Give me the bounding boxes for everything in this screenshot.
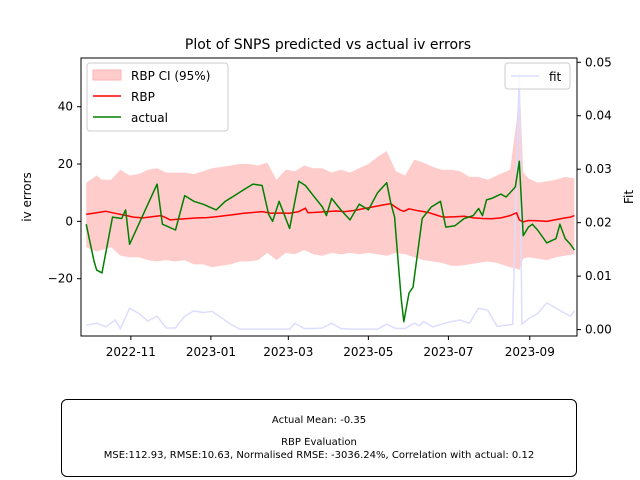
series-line-actual — [85, 160, 576, 323]
y-tick-label: 0 — [65, 214, 73, 228]
ci-band — [86, 80, 575, 271]
y2-tick-label: 0.02 — [585, 216, 612, 230]
series-line-rbp — [86, 202, 575, 223]
y-tick-label: −20 — [48, 272, 73, 286]
legend-left: RBP CI (95%) RBP actual — [86, 62, 229, 132]
chart: Plot of SNPS predicted vs actual iv erro… — [20, 37, 636, 359]
evaluation-metrics: MSE:112.93, RMSE:10.63, Normalised RMSE:… — [103, 450, 535, 461]
legend-fit-label: fit — [549, 70, 562, 84]
x-tick-label: 2023-09 — [505, 345, 555, 359]
y2-tick-label: 0.05 — [585, 55, 612, 69]
x-tick-label: 2023-01 — [186, 345, 236, 359]
x-tick-label: 2023-03 — [263, 345, 313, 359]
x-tick-label: 2023-07 — [423, 345, 473, 359]
y-tick-label: 40 — [58, 100, 73, 114]
y-axis-label: iv errors — [20, 172, 34, 222]
x-tick-label: 2022-11 — [106, 345, 156, 359]
axes: 2022-11 2023-01 2023-03 2023-05 2023-07 2023-… — [48, 55, 612, 359]
legend-left-frame — [86, 62, 229, 132]
y2-tick-label: 0.03 — [585, 162, 612, 176]
chart-title: Plot of SNPS predicted vs actual iv erro… — [185, 37, 471, 53]
evaluation-title: RBP Evaluation — [281, 437, 357, 448]
y2-tick-label: 0.00 — [585, 323, 612, 337]
legend-rbp-label: RBP — [131, 90, 155, 104]
fit-line — [86, 72, 575, 331]
legend-ci-label: RBP CI (95%) — [131, 69, 210, 83]
legend-actual-label: actual — [131, 111, 168, 125]
y2-axis-label: Fit — [622, 190, 636, 204]
plot-area — [85, 72, 576, 331]
evaluation-summary-box: Actual Mean: -0.35 RBP Evaluation MSE:11… — [61, 399, 577, 477]
y2-tick-label: 0.04 — [585, 109, 612, 123]
actual-mean-text: Actual Mean: -0.35 — [271, 415, 367, 426]
y-tick-label: 20 — [58, 157, 73, 171]
y2-tick-label: 0.01 — [585, 269, 612, 283]
legend-right: fit — [504, 62, 571, 90]
plot-frame — [80, 57, 578, 337]
legend-ci-swatch — [92, 69, 122, 81]
x-tick-label: 2023-05 — [343, 345, 393, 359]
